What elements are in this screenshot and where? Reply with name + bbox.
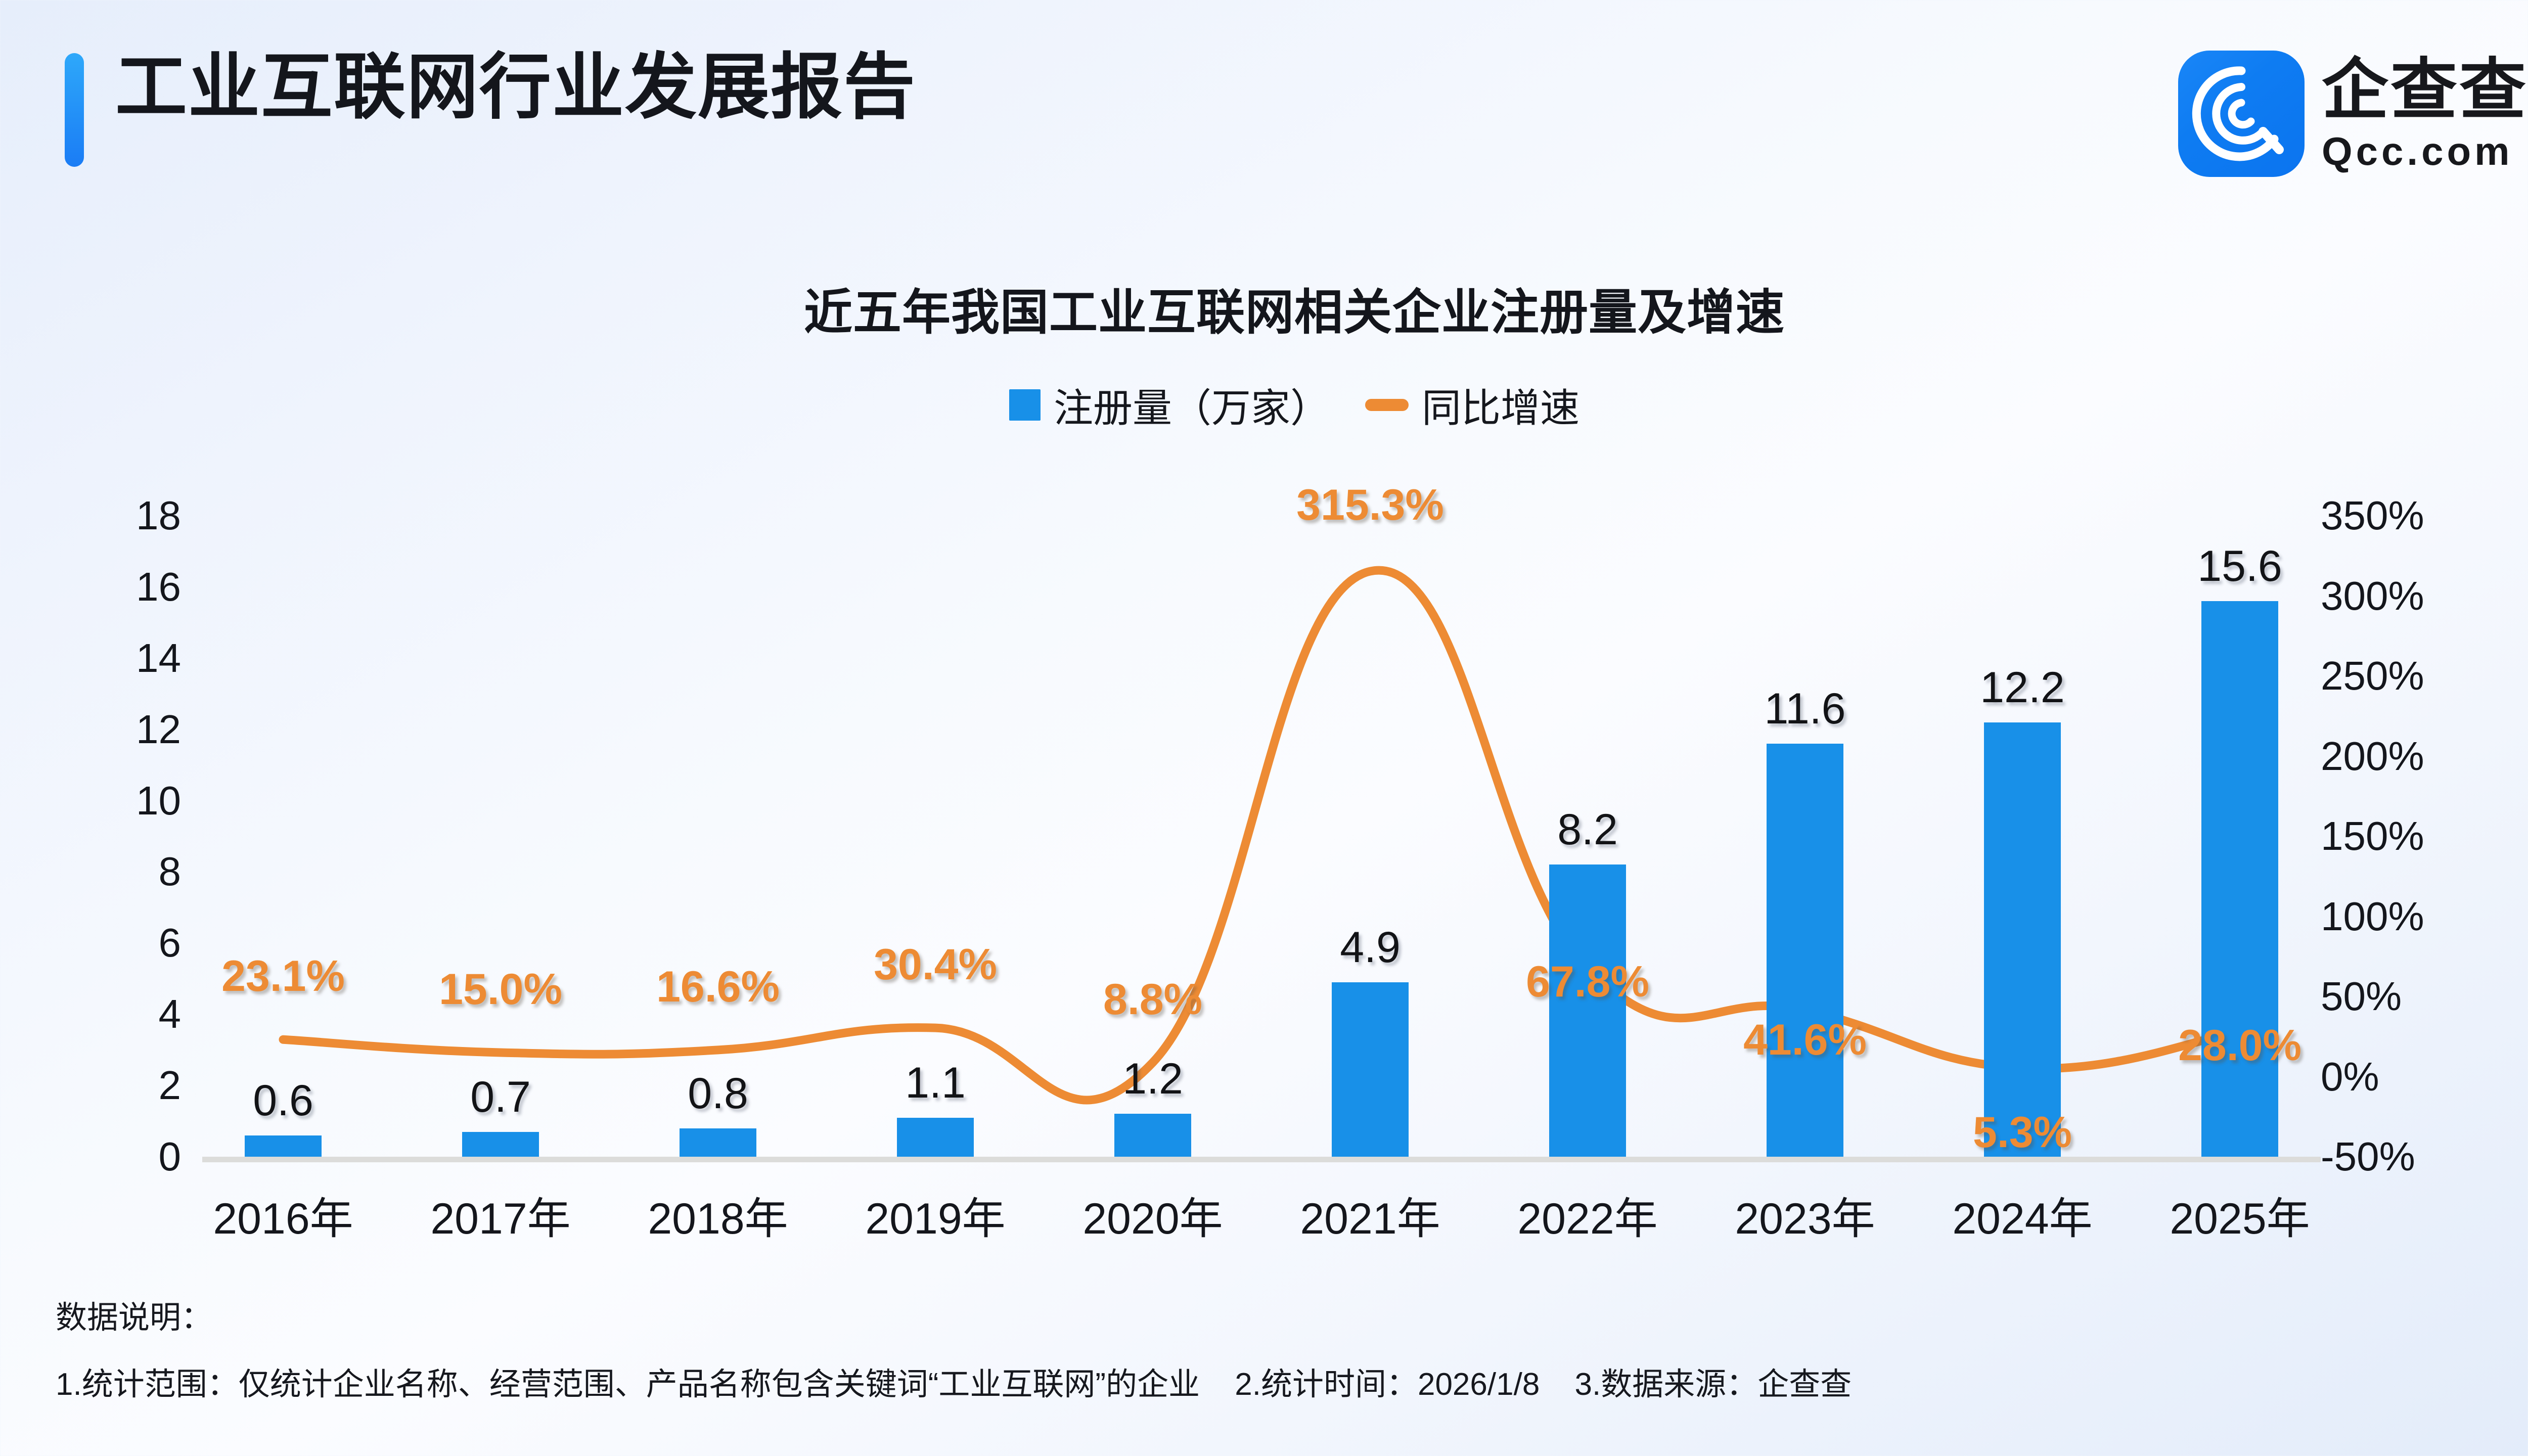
y-axis-left-tick: 14 (136, 635, 181, 680)
y-axis-left-tick: 6 (158, 920, 182, 966)
x-axis-tick: 2019年 (865, 1195, 1006, 1243)
legend-label-line: 同比增速 (1422, 386, 1580, 430)
chart-legend: 注册量（万家） 同比增速 (0, 377, 2528, 433)
y-axis-left-tick: 0 (158, 1134, 182, 1179)
bar-value-label: 4.9 (1340, 923, 1401, 972)
legend-item-bars[interactable]: 注册量（万家） (1009, 377, 1330, 433)
page-title: 工业互联网行业发展报告 (115, 47, 916, 127)
chart-bar[interactable] (245, 1135, 322, 1157)
line-value-label: 315.3% (1296, 480, 1444, 529)
chart-bar[interactable] (1767, 743, 1843, 1157)
line-value-label: 16.6% (656, 962, 780, 1011)
x-axis-tick: 2022年 (1517, 1195, 1658, 1243)
bar-value-label: 1.1 (905, 1058, 966, 1107)
note-body: 1.统计范围：仅统计企业名称、经营范围、产品名称包含关键词“工业互联网”的企业 … (56, 1358, 2528, 1404)
x-axis-tick: 2023年 (1735, 1195, 1875, 1243)
y-axis-left-tick: 2 (158, 1063, 182, 1108)
y-axis-left-tick: 4 (158, 991, 182, 1037)
y-axis-right-tick: 0% (2321, 1054, 2379, 1099)
line-value-label: 15.0% (439, 965, 562, 1014)
bar-value-label: 1.2 (1122, 1055, 1183, 1104)
title-accent-bar (65, 53, 84, 167)
y-axis-left-tick: 12 (136, 706, 181, 752)
x-axis-tick: 2017年 (430, 1195, 571, 1243)
y-axis-right-tick: 100% (2321, 893, 2424, 939)
bar-value-label: 8.2 (1557, 805, 1618, 854)
y-axis-right-tick: 50% (2321, 974, 2402, 1019)
line-value-label: 67.8% (1526, 957, 1649, 1006)
brand-name-en: Qcc.com (2322, 129, 2513, 173)
bar-value-label: 0.6 (253, 1076, 313, 1125)
line-value-label: 30.4% (874, 940, 997, 989)
note-3: 3.数据来源：企查查 (1574, 1367, 1852, 1402)
x-axis-tick: 2025年 (2170, 1195, 2310, 1243)
y-axis-right-tick: 350% (2321, 493, 2424, 538)
y-axis-left-tick: 16 (136, 564, 181, 609)
x-axis-tick: 2016年 (213, 1195, 353, 1243)
line-value-label: 8.8% (1103, 975, 1203, 1024)
y-axis-right-tick: 150% (2321, 813, 2424, 858)
brand-name-cn: 企查查 (2322, 53, 2528, 127)
legend-item-line[interactable]: 同比增速 (1365, 377, 1579, 433)
y-axis-left-tick: 18 (136, 493, 181, 538)
chart-bar[interactable] (1549, 864, 1626, 1157)
chart-bar[interactable] (1332, 982, 1409, 1157)
line-value-label: 28.0% (2178, 1021, 2301, 1070)
growth-rate-path (279, 566, 2244, 1105)
y-axis-right-tick: 300% (2321, 573, 2424, 618)
chart-bar[interactable] (1114, 1114, 1191, 1157)
line-value-label: 23.1% (221, 952, 345, 1001)
legend-line-swatch-icon (1365, 399, 1409, 411)
line-value-label: 41.6% (1743, 1015, 1867, 1064)
bar-value-label: 0.7 (470, 1072, 531, 1121)
bar-value-label: 0.8 (688, 1069, 748, 1118)
y-axis-left-tick: 10 (136, 778, 181, 823)
chart-bar[interactable] (680, 1128, 756, 1157)
note-1: 1.统计范围：仅统计企业名称、经营范围、产品名称包含关键词“工业互联网”的企业 (56, 1367, 1200, 1402)
chart-bar[interactable] (2201, 601, 2278, 1157)
legend-bar-swatch-icon (1009, 389, 1041, 421)
note-heading: 数据说明： (56, 1300, 213, 1335)
legend-label-bars: 注册量（万家） (1053, 386, 1330, 430)
bar-value-label: 15.6 (2197, 542, 2282, 591)
note-2: 2.统计时间：2026/1/8 (1235, 1367, 1540, 1402)
brand-text: 企查查 Qcc.com (2322, 57, 2528, 171)
x-axis-tick: 2021年 (1300, 1195, 1440, 1243)
qcc-spiral-logo-icon (2178, 51, 2305, 177)
chart-baseline (202, 1157, 2321, 1162)
y-axis-left-tick: 8 (158, 849, 182, 894)
x-axis-tick: 2024年 (1952, 1195, 2093, 1243)
y-axis-right-tick: 200% (2321, 733, 2424, 779)
bar-value-label: 11.6 (1764, 684, 1846, 733)
chart-bar[interactable] (462, 1131, 539, 1157)
line-value-label: 5.3% (1972, 1108, 2072, 1157)
chart-bar[interactable] (897, 1117, 974, 1157)
y-axis-right-tick: -50% (2321, 1134, 2415, 1179)
page-header: 工业互联网行业发展报告 企查查 Qcc.com (0, 0, 2528, 222)
x-axis-tick: 2018年 (648, 1195, 788, 1243)
brand-logo: 企查查 Qcc.com (2178, 51, 2528, 177)
chart-bar[interactable] (1984, 722, 2061, 1157)
x-axis-tick: 2020年 (1082, 1195, 1223, 1243)
bar-value-label: 12.2 (1980, 663, 2065, 712)
footer-notes: 数据说明： 1.统计范围：仅统计企业名称、经营范围、产品名称包含关键词“工业互联… (56, 1292, 2528, 1404)
chart-title: 近五年我国工业互联网相关企业注册量及增速 (804, 286, 1785, 340)
y-axis-right-tick: 250% (2321, 653, 2424, 698)
